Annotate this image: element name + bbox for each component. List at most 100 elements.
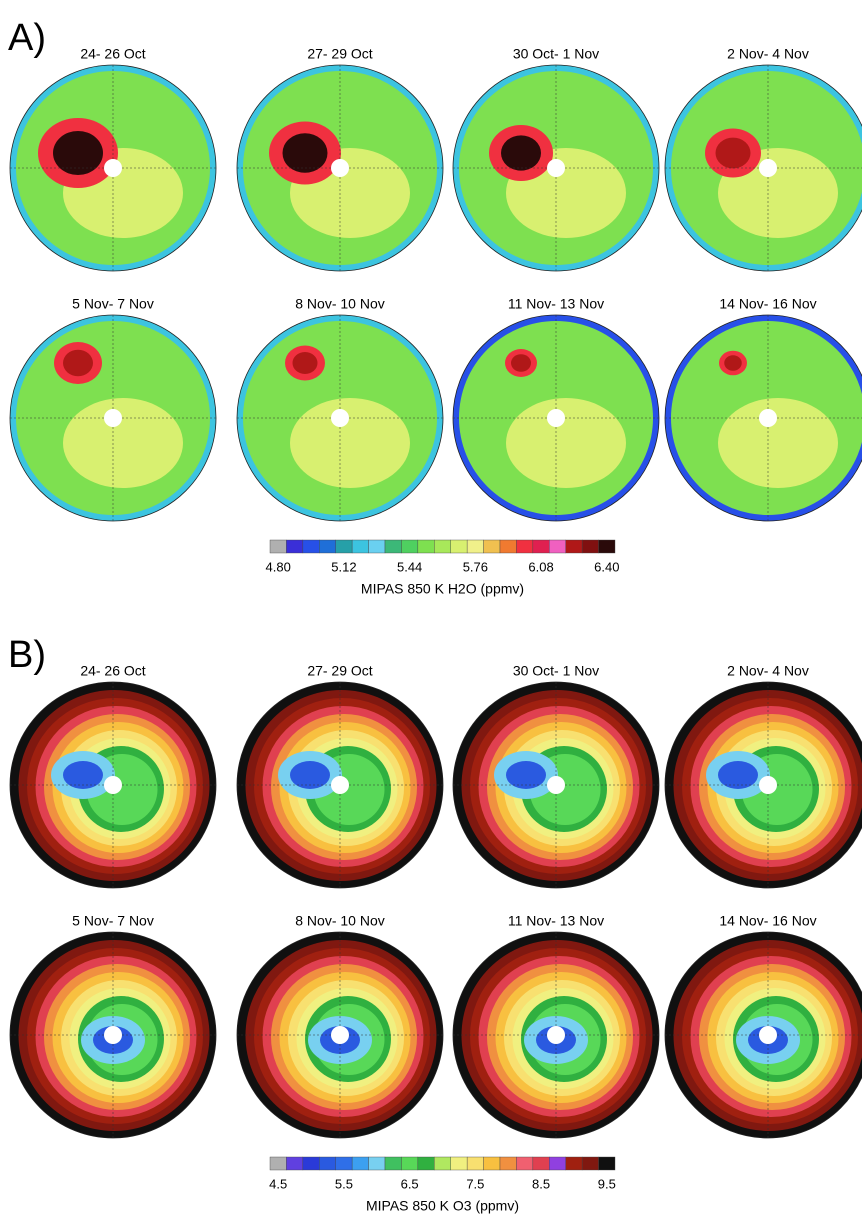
- map-title: 14 Nov- 16 Nov: [719, 913, 816, 929]
- pole: [547, 1026, 565, 1044]
- colorbar-box: [319, 1157, 335, 1170]
- colorbar-box: [303, 1157, 319, 1170]
- colorbar-box: [286, 1157, 302, 1170]
- panel-label: B): [8, 634, 46, 676]
- polar-map: [10, 932, 216, 1138]
- colorbar-box: [533, 1157, 549, 1170]
- map-title: 11 Nov- 13 Nov: [508, 296, 604, 312]
- colorbar-box: [270, 540, 286, 553]
- polar-map: [665, 315, 862, 521]
- colorbar-box: [352, 540, 368, 553]
- colorbar-box: [401, 540, 417, 553]
- polar-map: [453, 932, 659, 1138]
- pole: [331, 409, 349, 427]
- vortex-core: [53, 131, 103, 175]
- colorbar-box: [336, 1157, 352, 1170]
- pole: [759, 159, 777, 177]
- map-title: 5 Nov- 7 Nov: [72, 913, 154, 929]
- pole: [331, 776, 349, 794]
- map-region: [718, 398, 838, 488]
- pole: [104, 159, 122, 177]
- vortex-core: [724, 355, 742, 370]
- colorbar-box: [451, 540, 467, 553]
- colorbar-box: [549, 1157, 565, 1170]
- colorbar-box: [418, 1157, 434, 1170]
- colorbar-tick-label: 6.08: [528, 559, 553, 574]
- polar-map: [453, 65, 659, 271]
- colorbar-tick-label: 5.76: [463, 559, 488, 574]
- colorbar-title: MIPAS 850 K H2O (ppmv): [361, 581, 524, 597]
- pole: [104, 776, 122, 794]
- colorbar-box: [467, 540, 483, 553]
- map-region: [63, 398, 183, 488]
- vortex-core: [716, 138, 751, 169]
- polar-map: [10, 682, 216, 888]
- polar-map: [665, 682, 862, 888]
- colorbar-box: [385, 1157, 401, 1170]
- colorbar-box: [336, 540, 352, 553]
- map-title: 27- 29 Oct: [307, 46, 372, 62]
- map-title: 24- 26 Oct: [80, 46, 145, 62]
- polar-map: [237, 65, 443, 271]
- vortex-core: [511, 354, 531, 372]
- pole: [104, 409, 122, 427]
- colorbar-box: [286, 540, 302, 553]
- colorbar-box: [451, 1157, 467, 1170]
- polar-map: [10, 65, 216, 271]
- colorbar-title: MIPAS 850 K O3 (ppmv): [366, 1198, 519, 1214]
- map-title: 5 Nov- 7 Nov: [72, 296, 154, 312]
- colorbar-tick-label: 9.5: [598, 1176, 616, 1191]
- colorbar-box: [516, 540, 532, 553]
- map-title: 24- 26 Oct: [80, 663, 145, 679]
- pole: [104, 1026, 122, 1044]
- colorbar-tick-label: 5.5: [335, 1176, 353, 1191]
- colorbar-box: [418, 540, 434, 553]
- pole: [331, 1026, 349, 1044]
- polar-map: [237, 682, 443, 888]
- polar-map: [665, 65, 862, 271]
- map-title: 14 Nov- 16 Nov: [719, 296, 816, 312]
- map-title: 2 Nov- 4 Nov: [727, 663, 809, 679]
- vortex-core: [283, 133, 328, 173]
- polar-map: [665, 932, 862, 1138]
- colorbar-box: [352, 1157, 368, 1170]
- colorbar-box: [385, 540, 401, 553]
- colorbar-box: [484, 1157, 500, 1170]
- colorbar-box: [303, 540, 319, 553]
- colorbar-box: [500, 1157, 516, 1170]
- pole: [759, 409, 777, 427]
- colorbar-box: [516, 1157, 532, 1170]
- polar-map: [453, 315, 659, 521]
- colorbar-box: [270, 1157, 286, 1170]
- colorbar-box: [566, 1157, 582, 1170]
- map-title: 8 Nov- 10 Nov: [295, 913, 384, 929]
- colorbar-tick-label: 5.44: [397, 559, 422, 574]
- map-title: 30 Oct- 1 Nov: [513, 663, 599, 679]
- colorbar-box: [582, 540, 598, 553]
- map-title: 30 Oct- 1 Nov: [513, 46, 599, 62]
- map-title: 2 Nov- 4 Nov: [727, 46, 809, 62]
- colorbar-box: [599, 540, 615, 553]
- map-region: [506, 398, 626, 488]
- colorbar-tick-label: 4.80: [266, 559, 291, 574]
- pole: [547, 409, 565, 427]
- pole: [547, 776, 565, 794]
- colorbar-tick-label: 8.5: [532, 1176, 550, 1191]
- colorbar-box: [582, 1157, 598, 1170]
- colorbar-box: [484, 540, 500, 553]
- vortex-core: [293, 352, 318, 374]
- colorbar-box: [434, 540, 450, 553]
- colorbar-box: [467, 1157, 483, 1170]
- colorbar-tick-label: 6.5: [401, 1176, 419, 1191]
- vortex-core: [63, 350, 93, 376]
- pole: [759, 1026, 777, 1044]
- polar-map: [453, 682, 659, 888]
- colorbar-box: [434, 1157, 450, 1170]
- colorbar-box: [319, 540, 335, 553]
- colorbar-box: [401, 1157, 417, 1170]
- polar-map: [237, 315, 443, 521]
- colorbar-tick-label: 4.5: [269, 1176, 287, 1191]
- pole: [547, 159, 565, 177]
